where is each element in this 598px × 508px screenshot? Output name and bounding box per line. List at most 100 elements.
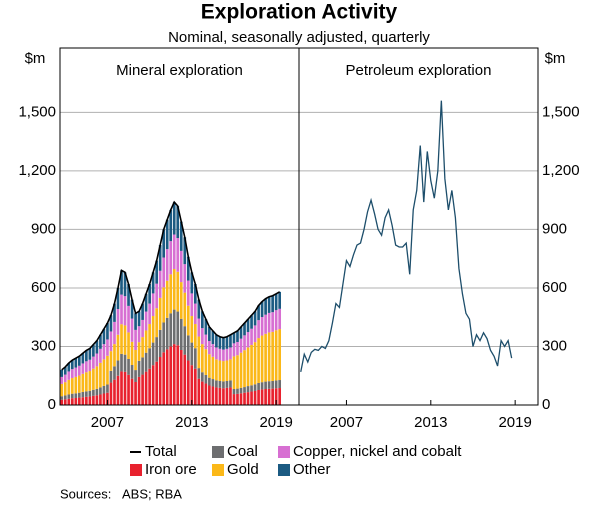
bar-segment bbox=[141, 337, 144, 358]
bar-segment bbox=[155, 308, 158, 338]
bar-segment bbox=[74, 393, 78, 398]
legend-swatch bbox=[278, 464, 290, 476]
bar-segment bbox=[179, 250, 183, 283]
legend-label: Coal bbox=[227, 443, 258, 460]
bar-segment bbox=[176, 238, 180, 272]
bar-segment bbox=[113, 366, 116, 380]
bar-segment bbox=[151, 316, 155, 343]
bar-segment bbox=[130, 299, 134, 319]
bar-segment bbox=[60, 399, 64, 405]
bar-segment bbox=[70, 378, 74, 394]
bar-segment bbox=[95, 366, 99, 389]
bar-segment bbox=[267, 332, 271, 382]
bar-segment bbox=[162, 322, 166, 353]
bar-segment bbox=[172, 202, 176, 235]
bar-segment bbox=[218, 348, 222, 361]
bar-segment bbox=[137, 360, 141, 377]
bar-segment bbox=[260, 317, 264, 336]
bar-segment bbox=[85, 372, 88, 392]
bar-segment bbox=[225, 381, 229, 388]
bar-segment bbox=[63, 382, 67, 396]
bar-segment bbox=[99, 348, 102, 363]
bar-segment bbox=[250, 315, 253, 329]
bar-segment bbox=[190, 365, 194, 405]
bar-segment bbox=[120, 371, 123, 405]
bar-segment bbox=[134, 349, 137, 371]
bar-segment bbox=[77, 365, 81, 376]
x-tick-label: 2013 bbox=[175, 414, 208, 431]
bar-segment bbox=[236, 341, 239, 356]
bar-segment bbox=[74, 397, 78, 405]
y-tick-label: 1,200 bbox=[18, 162, 56, 179]
bar-segment bbox=[225, 336, 229, 349]
bar-segment bbox=[260, 301, 264, 318]
bar-segment bbox=[239, 393, 243, 405]
bar-segment bbox=[250, 328, 253, 345]
bar-segment bbox=[172, 269, 176, 310]
bar-segment bbox=[271, 312, 274, 332]
y-tick-label: 1,200 bbox=[542, 162, 580, 179]
bar-segment bbox=[123, 296, 127, 326]
bar-segment bbox=[88, 390, 92, 397]
bar-segment bbox=[253, 311, 257, 326]
bar-segment bbox=[179, 349, 183, 405]
bar-segment bbox=[155, 361, 158, 405]
bar-segment bbox=[267, 388, 271, 405]
bar-segment bbox=[169, 313, 173, 347]
bar-segment bbox=[218, 387, 222, 405]
bar-segment bbox=[158, 357, 162, 405]
bar-segment bbox=[190, 272, 194, 294]
bar-segment bbox=[148, 303, 151, 325]
bar-segment bbox=[274, 310, 278, 331]
bar-segment bbox=[99, 334, 102, 349]
panel-title: Mineral exploration bbox=[116, 62, 243, 79]
bar-segment bbox=[85, 361, 88, 373]
bar-segment bbox=[246, 332, 250, 348]
bar-segment bbox=[229, 347, 232, 360]
bar-segment bbox=[250, 344, 253, 386]
bar-segment bbox=[186, 335, 190, 361]
bar-segment bbox=[232, 394, 236, 405]
bar-segment bbox=[99, 362, 102, 388]
bar-segment bbox=[106, 384, 109, 393]
bar-segment bbox=[99, 394, 102, 405]
bar-segment bbox=[85, 391, 88, 397]
bar-segment bbox=[193, 368, 197, 405]
bar-segment bbox=[260, 389, 264, 405]
bar-segment bbox=[63, 366, 67, 375]
bar-segment bbox=[274, 330, 278, 381]
bar-segment bbox=[239, 338, 243, 353]
bar-segment bbox=[123, 371, 127, 405]
bar-segment bbox=[102, 359, 106, 386]
bar-segment bbox=[222, 381, 225, 389]
bar-segment bbox=[176, 206, 180, 239]
bar-segment bbox=[141, 357, 144, 375]
x-tick-label: 2013 bbox=[414, 414, 447, 431]
bar-segment bbox=[190, 316, 194, 343]
bar-segment bbox=[155, 337, 158, 362]
bar-segment bbox=[172, 309, 176, 345]
bar-segment bbox=[92, 356, 95, 369]
bar-segment bbox=[130, 318, 134, 342]
bar-segment bbox=[151, 272, 155, 294]
chart-subtitle: Nominal, seasonally adjusted, quarterly bbox=[168, 29, 430, 46]
bar-segment bbox=[106, 392, 109, 405]
bar-segment bbox=[278, 291, 282, 309]
bar-segment bbox=[165, 349, 169, 405]
legend-label: Gold bbox=[227, 461, 259, 478]
bar-segment bbox=[155, 283, 158, 309]
bar-segment bbox=[120, 324, 123, 354]
bar-segment bbox=[271, 295, 274, 313]
bar-segment bbox=[183, 237, 187, 265]
bar-segment bbox=[236, 330, 239, 342]
chart-title: Exploration Activity bbox=[201, 1, 398, 24]
bar-segment bbox=[74, 367, 78, 377]
bar-segment bbox=[232, 356, 236, 390]
bar-segment bbox=[130, 378, 134, 405]
bar-segment bbox=[267, 296, 271, 313]
bar-segment bbox=[222, 361, 225, 382]
bar-segment bbox=[158, 245, 162, 271]
bar-segment bbox=[243, 350, 246, 388]
bar-segment bbox=[176, 311, 180, 346]
